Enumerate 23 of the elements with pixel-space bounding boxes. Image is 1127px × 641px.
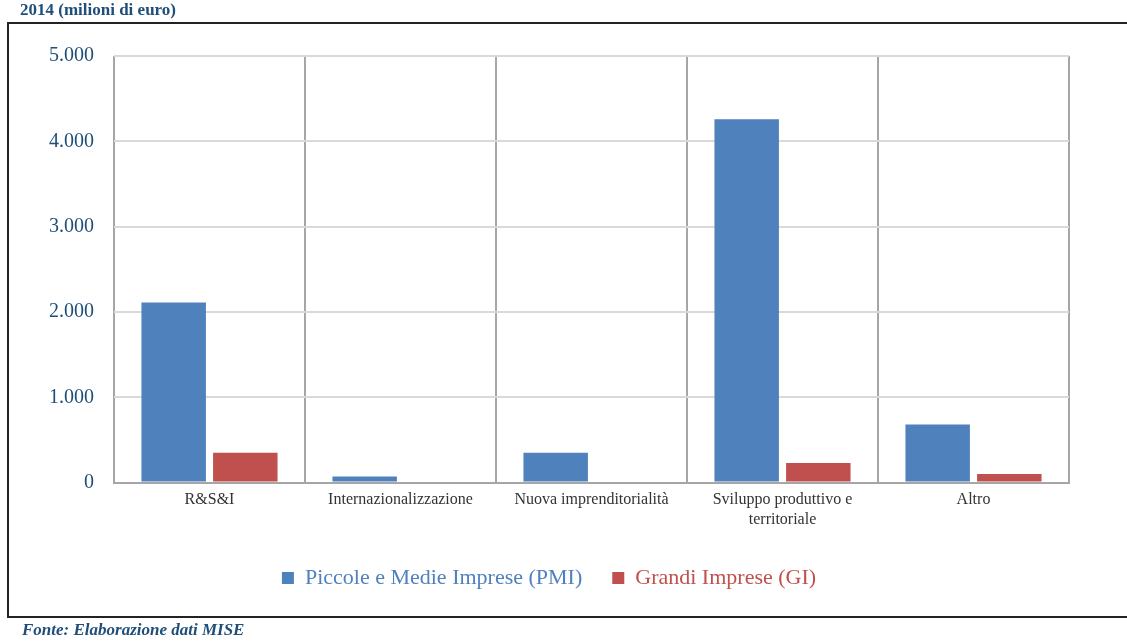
bar — [332, 476, 397, 482]
x-tick-label: Nuova imprenditorialità — [514, 490, 669, 509]
y-tick-label: 1.000 — [49, 384, 94, 407]
bar — [905, 424, 970, 482]
source-note: Fonte: Elaborazione dati MISE — [22, 620, 245, 640]
bar — [786, 462, 851, 482]
x-tick-label: R&S&I — [184, 490, 235, 508]
y-tick-label: 2.000 — [49, 299, 94, 322]
bar — [714, 119, 779, 482]
y-tick-label: 5.000 — [49, 43, 94, 66]
x-tick-label: Sviluppo produttivo e territoriale — [712, 490, 853, 527]
chart-title: 2014 (milioni di euro) — [20, 0, 176, 20]
legend-label: Piccole e Medie Imprese (PMI) — [304, 563, 583, 589]
x-tick-label: Altro — [956, 490, 991, 508]
bar — [141, 302, 206, 482]
bar — [523, 452, 588, 482]
y-tick-label: 0 — [84, 469, 94, 492]
y-tick-label: 4.000 — [49, 128, 94, 151]
bar — [213, 452, 278, 482]
legend-label: Grandi Imprese (GI) — [635, 563, 817, 589]
x-tick-label: Internazionalizzazione — [328, 490, 473, 508]
y-tick-label: 3.000 — [49, 213, 94, 236]
bar — [977, 474, 1042, 482]
